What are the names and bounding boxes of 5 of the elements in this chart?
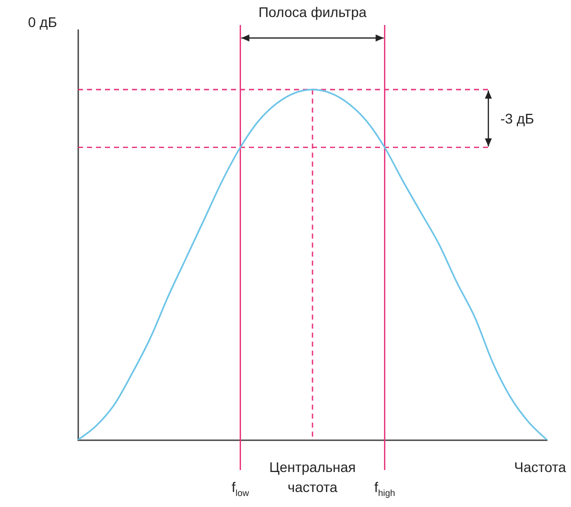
x-tick-label: Центральная частота (269, 459, 356, 495)
chart-title: Полоса фильтра (258, 4, 367, 20)
y-axis-title: 0 дБ (28, 14, 58, 30)
x-axis-title: Частота (514, 459, 566, 475)
annotation: -3 дБ (500, 110, 534, 126)
